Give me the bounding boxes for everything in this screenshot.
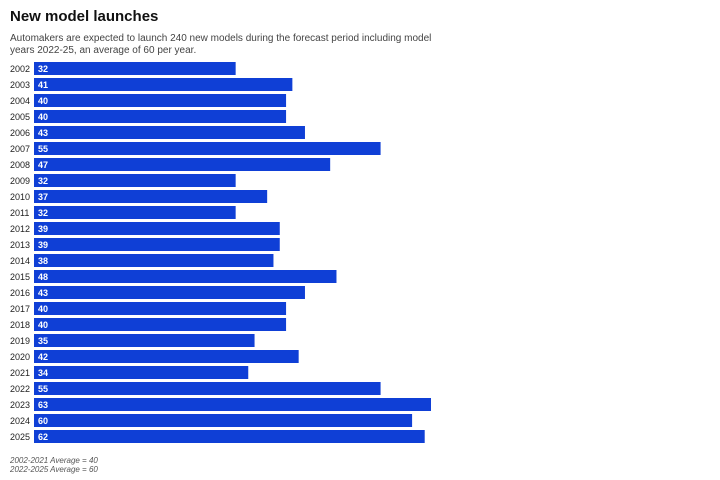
bar-2022 — [34, 382, 381, 395]
data-label-2014: 38 — [38, 256, 48, 266]
category-label-2002: 2002 — [10, 64, 30, 74]
data-label-2023: 63 — [38, 400, 48, 410]
data-label-2019: 35 — [38, 336, 48, 346]
bar-2011 — [34, 206, 236, 219]
data-label-2006: 43 — [38, 128, 48, 138]
category-label-2008: 2008 — [10, 160, 30, 170]
bar-2024 — [34, 414, 413, 427]
data-label-2021: 34 — [38, 368, 48, 378]
category-label-2007: 2007 — [10, 144, 30, 154]
category-label-2015: 2015 — [10, 272, 30, 282]
bar-2007 — [34, 142, 381, 155]
data-label-2012: 39 — [38, 224, 48, 234]
category-label-2021: 2021 — [10, 368, 30, 378]
category-label-2025: 2025 — [10, 432, 30, 442]
bar-2004 — [34, 94, 287, 107]
data-label-2007: 55 — [38, 144, 48, 154]
data-label-2024: 60 — [38, 416, 48, 426]
bar-2003 — [34, 78, 293, 91]
bar-2023 — [34, 398, 431, 411]
bar-2014 — [34, 254, 274, 267]
category-label-2018: 2018 — [10, 320, 30, 330]
category-label-2019: 2019 — [10, 336, 30, 346]
category-label-2013: 2013 — [10, 240, 30, 250]
bar-2005 — [34, 110, 287, 123]
bar-2012 — [34, 222, 280, 235]
category-label-2020: 2020 — [10, 352, 30, 362]
category-label-2005: 2005 — [10, 112, 30, 122]
category-label-2004: 2004 — [10, 96, 30, 106]
data-label-2015: 48 — [38, 272, 48, 282]
chart-notes: 2002-2021 Average = 40 2022-2025 Average… — [10, 456, 98, 474]
category-label-2010: 2010 — [10, 192, 30, 202]
bar-2002 — [34, 62, 236, 75]
data-label-2003: 41 — [38, 80, 48, 90]
bar-2013 — [34, 238, 280, 251]
data-label-2005: 40 — [38, 112, 48, 122]
data-label-2020: 42 — [38, 352, 48, 362]
data-label-2018: 40 — [38, 320, 48, 330]
data-label-2011: 32 — [38, 208, 48, 218]
category-label-2003: 2003 — [10, 80, 30, 90]
category-label-2023: 2023 — [10, 400, 30, 410]
bar-2019 — [34, 334, 255, 347]
note-forecast-average: 2022-2025 Average = 60 — [10, 465, 98, 474]
bar-chart: 2002 32 2003 41 2004 40 2005 40 2006 43 2007 55 2008… — [10, 62, 431, 443]
bar-2006 — [34, 126, 305, 139]
data-label-2022: 55 — [38, 384, 48, 394]
category-label-2014: 2014 — [10, 256, 30, 266]
category-label-2022: 2022 — [10, 384, 30, 394]
bar-2009 — [34, 174, 236, 187]
category-label-2012: 2012 — [10, 224, 30, 234]
bar-2020 — [34, 350, 299, 363]
data-label-2004: 40 — [38, 96, 48, 106]
chart-subtitle: Automakers are expected to launch 240 ne… — [10, 33, 432, 56]
bar-2008 — [34, 158, 331, 171]
data-label-2016: 43 — [38, 288, 48, 298]
data-label-2017: 40 — [38, 304, 48, 314]
bar-2017 — [34, 302, 287, 315]
bar-2021 — [34, 366, 249, 379]
data-label-2013: 39 — [38, 240, 48, 250]
bar-2016 — [34, 286, 305, 299]
data-label-2009: 32 — [38, 176, 48, 186]
category-label-2006: 2006 — [10, 128, 30, 138]
category-label-2009: 2009 — [10, 176, 30, 186]
bar-2015 — [34, 270, 337, 283]
bar-2025 — [34, 430, 425, 443]
category-label-2024: 2024 — [10, 416, 30, 426]
data-label-2025: 62 — [38, 432, 48, 442]
bar-2018 — [34, 318, 287, 331]
data-label-2002: 32 — [38, 64, 48, 74]
category-label-2016: 2016 — [10, 288, 30, 298]
note-historical-average: 2002-2021 Average = 40 — [10, 456, 98, 465]
bar-2010 — [34, 190, 268, 203]
data-label-2010: 37 — [38, 192, 48, 202]
category-label-2011: 2011 — [10, 208, 29, 218]
category-label-2017: 2017 — [10, 304, 30, 314]
data-label-2008: 47 — [38, 160, 48, 170]
chart-title: New model launches — [10, 8, 159, 25]
